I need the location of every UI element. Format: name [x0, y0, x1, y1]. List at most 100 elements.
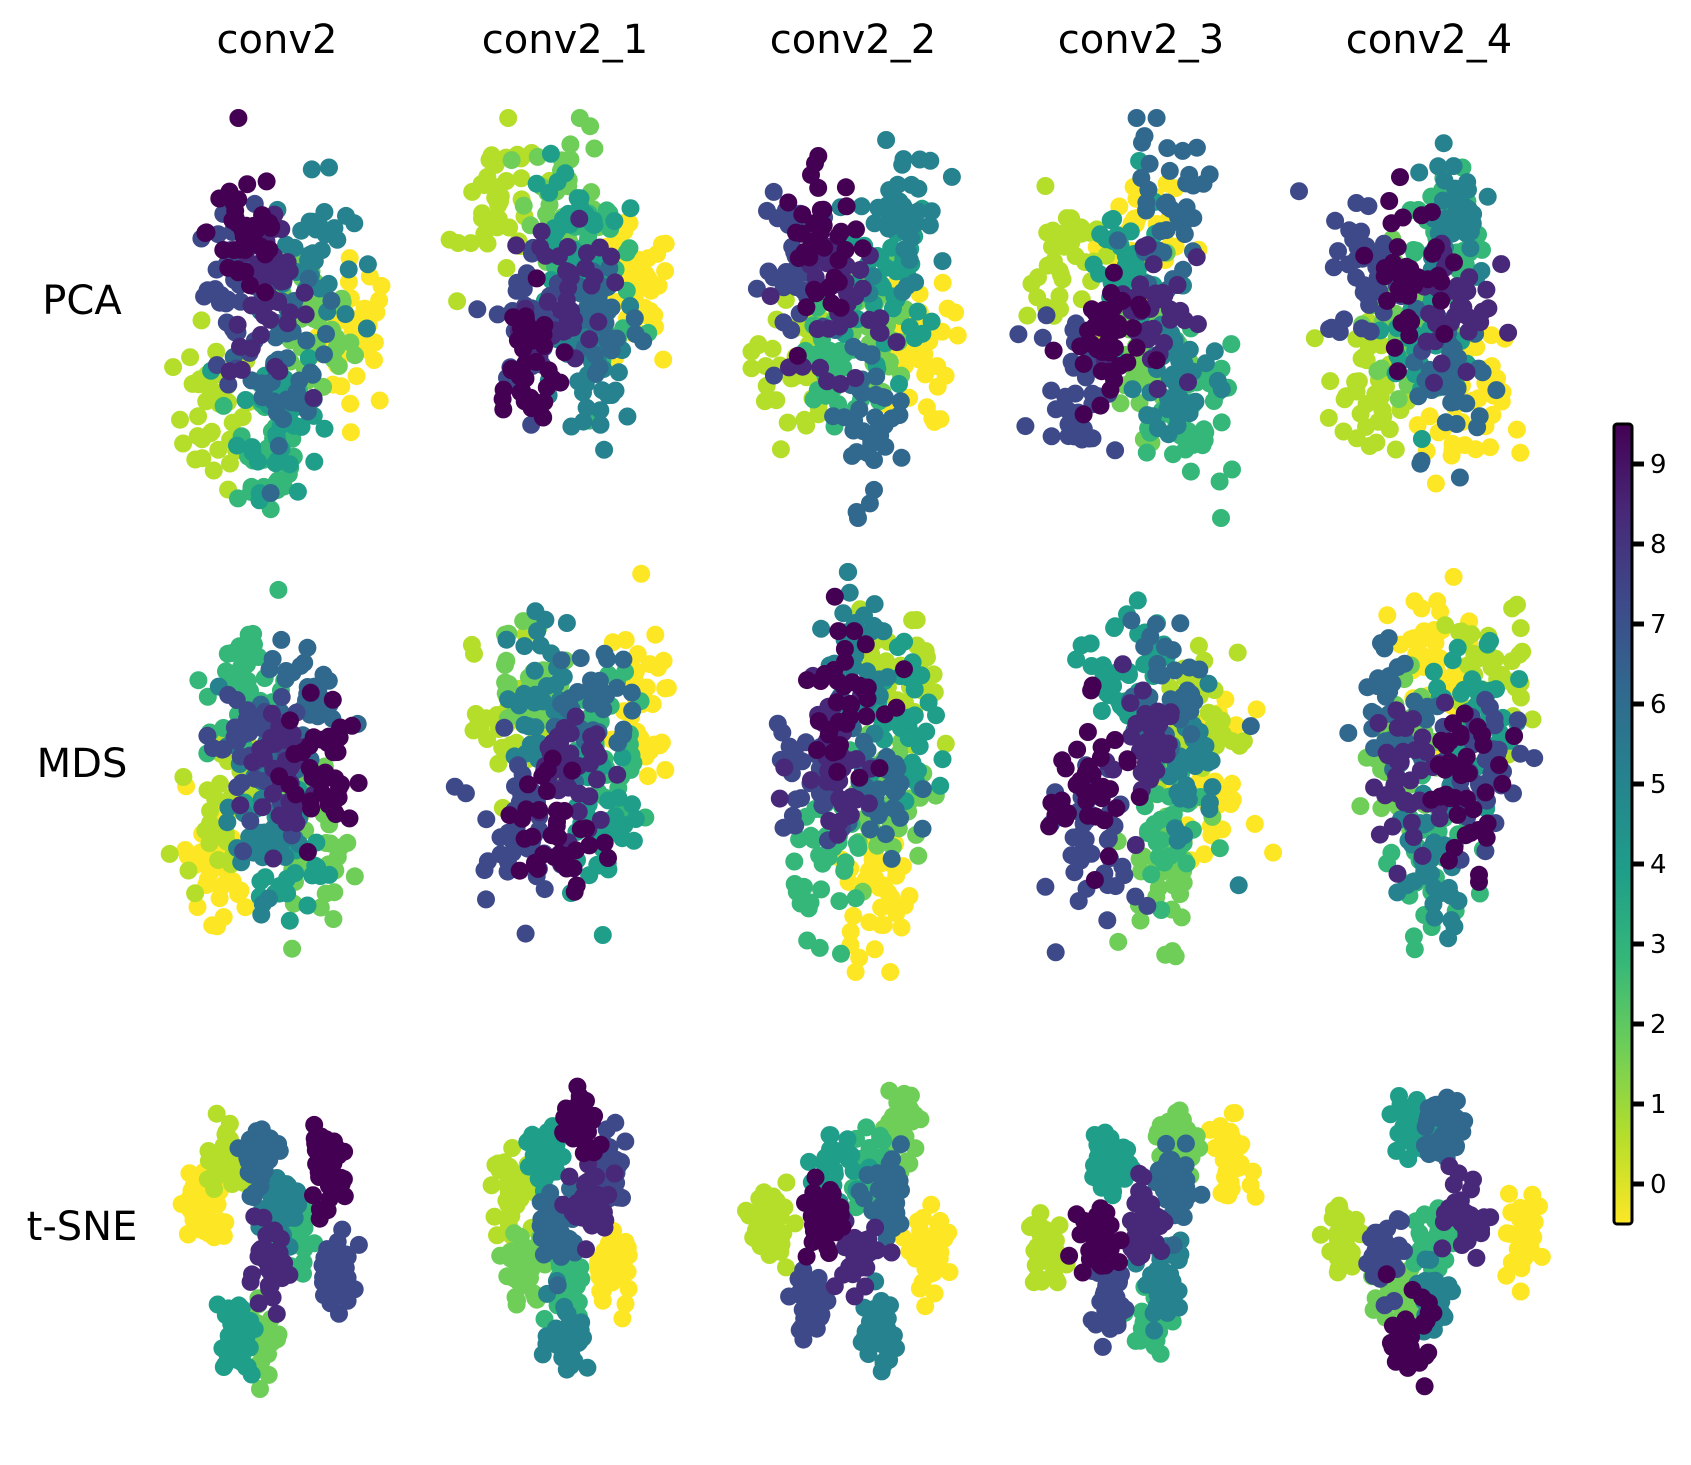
scatter-point-class-8	[851, 261, 870, 279]
scatter-point-class-9	[1127, 338, 1146, 357]
scatter-point-class-8	[1479, 299, 1498, 318]
scatter-point-class-0	[881, 963, 900, 981]
scatter-point-class-0	[653, 235, 671, 254]
scatter-point-class-7	[478, 852, 497, 871]
scatter-point-class-0	[1444, 567, 1463, 586]
column-title-conv2-4: conv2_4	[1346, 17, 1512, 63]
scatter-point-class-8	[587, 725, 606, 744]
scatter-point-class-6	[1157, 221, 1176, 240]
scatter-point-class-5	[1464, 205, 1483, 223]
scatter-point-class-4	[824, 1145, 843, 1164]
scatter-point-class-2	[509, 1272, 528, 1291]
scatter-point-class-8	[1458, 282, 1477, 301]
scatter-point-class-0	[936, 366, 955, 385]
scatter-point-class-5	[325, 219, 344, 238]
scatter-point-class-6	[1468, 418, 1487, 437]
scatter-point-class-8	[1148, 702, 1167, 721]
scatter-point-class-7	[1082, 844, 1101, 863]
scatter-point-class-6	[866, 408, 885, 427]
scatter-point-class-6	[571, 649, 590, 668]
scatter-point-class-9	[1399, 308, 1418, 327]
scatter-point-class-5	[1444, 157, 1463, 176]
scatter-point-class-6	[913, 780, 932, 799]
scatter-point-class-1	[221, 454, 239, 473]
scatter-point-class-0	[1223, 774, 1241, 793]
scatter-point-class-8	[231, 796, 250, 815]
scatter-point-class-6	[888, 780, 907, 799]
scatter-point-class-0	[632, 564, 651, 583]
scatter-point-class-6	[913, 819, 932, 838]
scatter-point-class-8	[1370, 825, 1389, 844]
scatter-point-class-9	[236, 262, 255, 281]
scatter-point-class-4	[233, 1354, 252, 1372]
scatter-point-class-9	[516, 307, 535, 326]
scatter-point-class-9	[1089, 779, 1108, 798]
scatter-point-class-5	[895, 200, 914, 218]
scatter-point-class-9	[1095, 811, 1114, 830]
scatter-point-class-2	[1163, 942, 1182, 961]
scatter-point-class-0	[650, 736, 669, 755]
scatter-point-class-4	[527, 174, 546, 193]
scatter-point-class-5	[302, 160, 321, 179]
scatter-point-class-4	[800, 1152, 818, 1171]
scatter-point-class-8	[588, 1186, 607, 1204]
scatter-point-class-0	[931, 410, 950, 429]
scatter-point-class-4	[1478, 635, 1497, 654]
scatter-point-class-2	[329, 357, 348, 375]
scatter-point-class-5	[902, 175, 921, 194]
scatter-point-class-7	[1033, 328, 1052, 347]
scatter-point-class-1	[778, 413, 797, 432]
scatter-point-class-8	[1499, 323, 1518, 342]
scatter-point-class-9	[811, 672, 830, 690]
scatter-point-class-7	[1359, 197, 1378, 216]
scatter-point-class-7	[780, 1287, 799, 1306]
scatter-point-class-1	[1355, 347, 1374, 366]
scatter-point-class-8	[608, 765, 627, 784]
scatter-point-class-8	[241, 1272, 260, 1291]
scatter-point-class-2	[1174, 873, 1193, 892]
scatter-point-class-8	[243, 753, 262, 772]
scatter-point-class-3	[804, 390, 823, 409]
column-title-conv2: conv2	[217, 17, 338, 63]
scatter-point-class-8	[770, 789, 789, 808]
scatter-point-class-9	[793, 205, 812, 224]
scatter-point-class-6	[891, 392, 910, 411]
scatter-point-class-8	[1161, 310, 1180, 329]
scatter-point-class-0	[1195, 845, 1214, 864]
scatter-point-class-9	[875, 705, 894, 724]
scatter-point-class-6	[1448, 379, 1467, 398]
scatter-point-class-8	[1134, 238, 1153, 256]
scatter-point-class-6	[532, 1216, 551, 1235]
scatter-point-class-9	[330, 728, 349, 747]
scatter-point-class-7	[1361, 322, 1380, 341]
scatter-point-class-5	[1388, 883, 1407, 902]
scatter-point-class-8	[856, 1277, 875, 1296]
scatter-point-class-9	[1455, 704, 1474, 723]
scatter-point-class-8	[253, 267, 272, 285]
scatter-point-class-9	[1393, 208, 1412, 227]
scatter-point-class-9	[1091, 396, 1110, 415]
scatter-point-class-5	[942, 167, 961, 186]
scatter-point-class-6	[261, 484, 280, 502]
scatter-point-class-4	[922, 312, 941, 331]
scatter-point-class-7	[1076, 368, 1095, 387]
scatter-point-class-6	[1178, 681, 1197, 700]
scatter-point-class-9	[808, 741, 826, 759]
scatter-point-class-6	[608, 733, 627, 752]
scatter-point-class-9	[502, 360, 521, 378]
scatter-point-class-9	[845, 622, 864, 641]
scatter-point-class-5	[1171, 789, 1190, 808]
scatter-point-class-5	[1448, 201, 1466, 220]
scatter-point-class-8	[536, 246, 555, 265]
scatter-point-class-6	[890, 406, 909, 425]
scatter-point-class-5	[357, 319, 376, 338]
scatter-point-class-6	[1160, 161, 1179, 180]
scatter-point-class-7	[787, 790, 805, 809]
scatter-point-class-8	[532, 222, 551, 241]
scatter-point-class-9	[797, 298, 816, 317]
scatter-point-class-9	[1445, 253, 1463, 272]
scatter-point-class-1	[1386, 440, 1405, 459]
scatter-point-class-6	[595, 644, 614, 663]
scatter-point-class-2	[901, 1086, 920, 1105]
scatter-point-class-0	[634, 275, 652, 294]
